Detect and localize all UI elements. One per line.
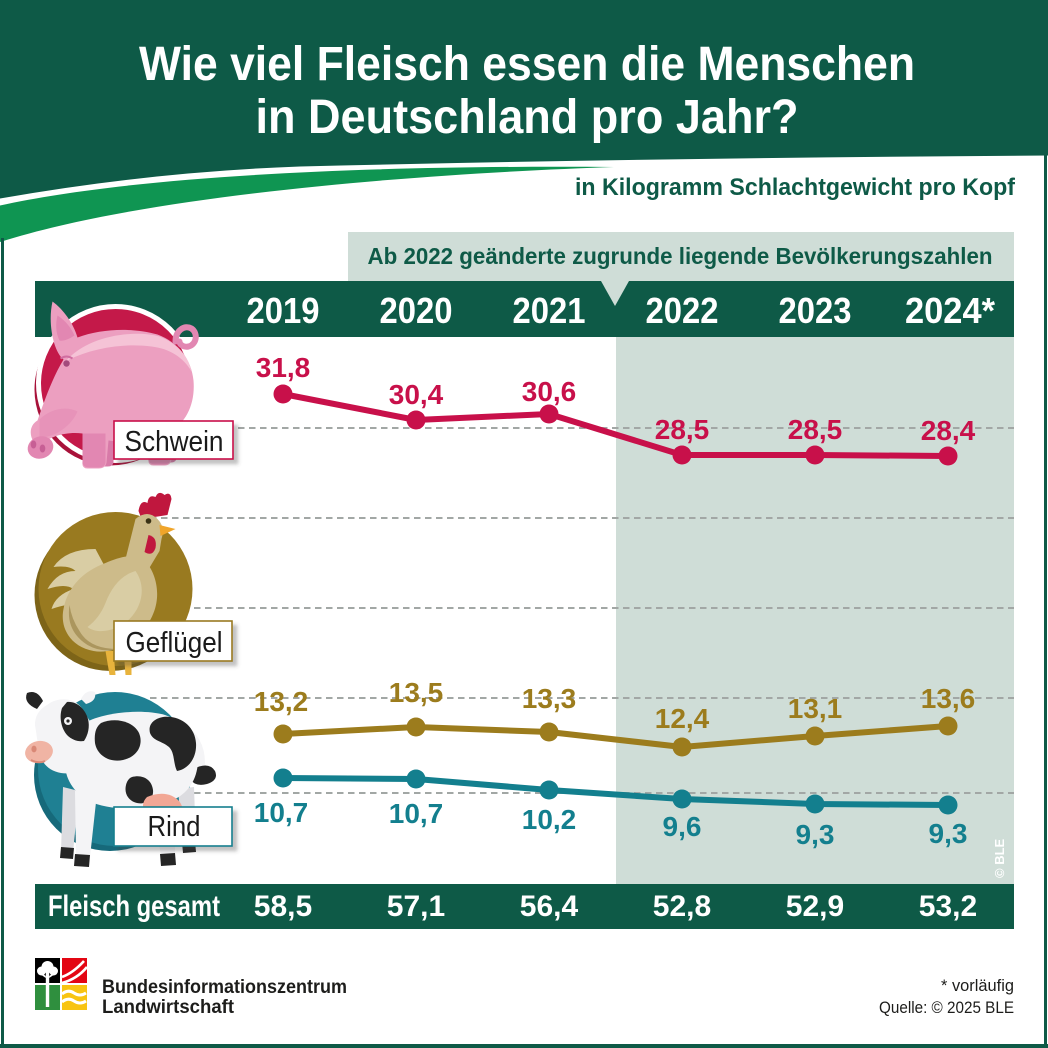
svg-text:2019: 2019: [247, 290, 320, 331]
svg-text:in Deutschland pro Jahr?: in Deutschland pro Jahr?: [256, 91, 799, 144]
svg-text:28,4: 28,4: [921, 415, 976, 446]
svg-text:2021: 2021: [513, 290, 586, 331]
svg-text:28,5: 28,5: [655, 414, 710, 445]
svg-text:Quelle: © 2025 BLE: Quelle: © 2025 BLE: [879, 998, 1014, 1017]
svg-text:53,2: 53,2: [919, 890, 977, 923]
svg-text:10,2: 10,2: [522, 804, 577, 835]
svg-text:13,6: 13,6: [921, 683, 976, 714]
svg-text:Geflügel: Geflügel: [126, 627, 223, 659]
svg-text:Bundesinformationszentrum: Bundesinformationszentrum: [102, 977, 347, 998]
svg-text:30,4: 30,4: [389, 379, 444, 410]
svg-text:13,1: 13,1: [788, 693, 843, 724]
svg-text:2020: 2020: [380, 290, 453, 331]
svg-text:57,1: 57,1: [387, 890, 445, 923]
svg-text:© BLE: © BLE: [992, 838, 1007, 878]
svg-text:13,2: 13,2: [254, 686, 309, 717]
svg-text:Fleisch gesamt: Fleisch gesamt: [48, 890, 220, 923]
svg-text:2023: 2023: [779, 290, 852, 331]
svg-text:in Kilogramm Schlachtgewicht p: in Kilogramm Schlachtgewicht pro Kopf: [575, 174, 1016, 201]
svg-text:Ab 2022 geänderte zugrunde lie: Ab 2022 geänderte zugrunde liegende Bevö…: [368, 243, 993, 269]
svg-text:Landwirtschaft: Landwirtschaft: [102, 997, 235, 1018]
svg-text:9,3: 9,3: [929, 818, 968, 849]
svg-text:10,7: 10,7: [254, 797, 309, 828]
svg-text:13,3: 13,3: [522, 683, 577, 714]
svg-text:12,4: 12,4: [655, 703, 710, 734]
svg-text:2022: 2022: [646, 290, 719, 331]
svg-text:Wie viel Fleisch essen die Men: Wie viel Fleisch essen die Menschen: [139, 38, 915, 91]
svg-text:13,5: 13,5: [389, 677, 444, 708]
svg-text:Rind: Rind: [148, 811, 201, 843]
svg-text:Schwein: Schwein: [125, 426, 224, 458]
svg-text:9,3: 9,3: [796, 819, 835, 850]
svg-text:52,8: 52,8: [653, 890, 711, 923]
svg-text:30,6: 30,6: [522, 376, 577, 407]
svg-text:28,5: 28,5: [788, 414, 843, 445]
svg-text:56,4: 56,4: [520, 890, 579, 923]
svg-text:10,7: 10,7: [389, 798, 444, 829]
svg-text:52,9: 52,9: [786, 890, 844, 923]
svg-text:* vorläufig: * vorläufig: [941, 976, 1014, 995]
svg-text:31,8: 31,8: [256, 352, 311, 383]
svg-text:58,5: 58,5: [254, 890, 312, 923]
svg-text:9,6: 9,6: [663, 811, 702, 842]
svg-text:2024*: 2024*: [905, 290, 996, 331]
